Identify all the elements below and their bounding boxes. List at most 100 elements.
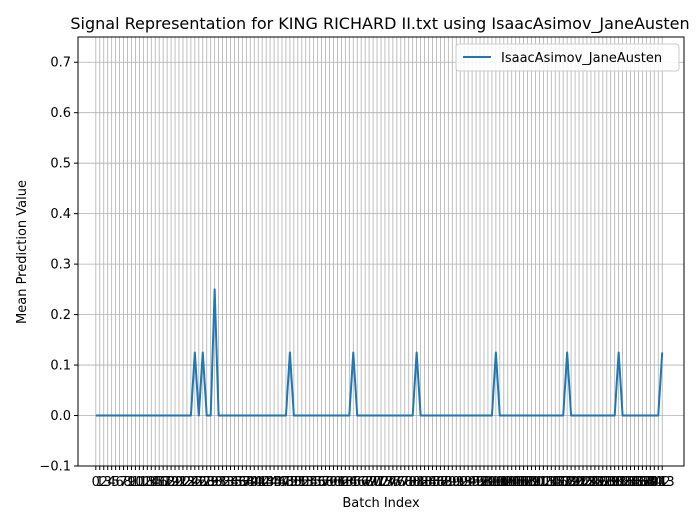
x-tick-label: 92: [452, 475, 469, 490]
x-tick-label: 34: [222, 475, 239, 490]
x-tick-label: 131: [602, 475, 627, 490]
series-layer: [95, 288, 664, 417]
x-tick-label: 80: [404, 475, 421, 490]
y-tick-label: 0.3: [50, 258, 71, 273]
x-tick-label: 19: [163, 475, 180, 490]
x-tick-label: 83: [416, 475, 433, 490]
legend-box: [455, 43, 680, 72]
x-tick-label: 24: [183, 475, 200, 490]
x-tick-label: 60: [325, 475, 342, 490]
x-tick-label: 132: [606, 475, 631, 490]
x-tick-label: 141: [642, 475, 667, 490]
x-tick-label: 2: [100, 475, 108, 490]
x-tick-label: 89: [440, 475, 457, 490]
x-tick-label: 7: [119, 475, 127, 490]
x-tick-label: 31: [210, 475, 227, 490]
series-line: [95, 288, 664, 417]
x-tick-label: 79: [400, 475, 417, 490]
x-tick-label: 114: [535, 475, 560, 490]
x-tick-label: 22: [175, 475, 192, 490]
x-tick-label: 143: [650, 475, 675, 490]
x-tick-label: 115: [539, 475, 564, 490]
x-tick-label: 85: [424, 475, 441, 490]
x-tick-label: 47: [274, 475, 291, 490]
x-tick-label: 73: [377, 475, 394, 490]
x-tick-label: 120: [559, 475, 584, 490]
x-tick-label: 18: [159, 475, 176, 490]
x-tick-label: 57: [313, 475, 330, 490]
x-tick-label: 133: [610, 475, 635, 490]
legend: IsaacAsimov_JaneAusten: [455, 43, 680, 72]
x-tick-label: 50: [286, 475, 303, 490]
x-tick-label: 98: [476, 475, 493, 490]
x-tick-label: 72: [373, 475, 390, 490]
x-tick-label: 9: [127, 475, 135, 490]
x-tick-label: 20: [167, 475, 184, 490]
x-tick-label: 5: [111, 475, 119, 490]
x-tick-label: 108: [511, 475, 536, 490]
x-tick-label: 93: [456, 475, 473, 490]
x-tick-label: 8: [123, 475, 131, 490]
y-tick-label: 0.0: [50, 409, 71, 424]
y-axis: −0.1 0.0 0.1 0.2 0.3 0.4 0.5 0.6 0.7: [39, 56, 78, 475]
x-tick-label: 128: [590, 475, 615, 490]
x-tick-label: 41: [250, 475, 267, 490]
x-tick-label: 58: [317, 475, 334, 490]
x-tick-label: 4: [108, 475, 116, 490]
x-tick-label: 109: [515, 475, 540, 490]
x-tick-label: 129: [594, 475, 619, 490]
x-tick-label: 103: [491, 475, 516, 490]
x-tick-label: 124: [575, 475, 600, 490]
x-tick-label: 95: [464, 475, 481, 490]
x-tick-label: 139: [634, 475, 659, 490]
x-tick-label: 39: [242, 475, 259, 490]
x-tick-label: 12: [135, 475, 152, 490]
x-tick-label: 75: [385, 475, 402, 490]
x-tick-label: 106: [503, 475, 528, 490]
x-tick-label: 142: [646, 475, 671, 490]
x-tick-label: 138: [630, 475, 655, 490]
x-tick-label: 45: [266, 475, 283, 490]
x-tick-label: 11: [131, 475, 148, 490]
x-tick-label: 51: [290, 475, 307, 490]
x-tick-label: 119: [555, 475, 580, 490]
x-tick-label: 74: [381, 475, 398, 490]
y-tick-label: 0.1: [50, 359, 71, 374]
x-tick-label: 52: [294, 475, 311, 490]
x-tick-label: 68: [357, 475, 374, 490]
x-tick-label: 63: [337, 475, 354, 490]
x-tick-label: 36: [230, 475, 247, 490]
x-tick-label: 35: [226, 475, 243, 490]
x-tick-label: 53: [297, 475, 314, 490]
x-tick-label: 97: [472, 475, 489, 490]
x-tick-label: 116: [543, 475, 568, 490]
x-tick-label: 28: [198, 475, 215, 490]
x-tick-label: 99: [480, 475, 497, 490]
x-axis-label: Batch Index: [342, 496, 420, 511]
x-tick-label: 26: [191, 475, 208, 490]
x-tick-label: 94: [460, 475, 477, 490]
x-tick-label: 135: [618, 475, 643, 490]
x-tick-label: 71: [369, 475, 386, 490]
y-axis-label: Mean Prediction Value: [15, 180, 30, 324]
x-tick-label: 110: [519, 475, 544, 490]
x-tick-label: 87: [432, 475, 449, 490]
x-tick-label: 1: [96, 475, 104, 490]
x-tick-label: 25: [187, 475, 204, 490]
x-tick-label: 84: [420, 475, 437, 490]
x-tick-label: 32: [214, 475, 231, 490]
x-tick-label: 101: [483, 475, 508, 490]
x-tick-label: 62: [333, 475, 350, 490]
x-tick-label: 76: [389, 475, 406, 490]
x-tick-label: 44: [262, 475, 279, 490]
x-tick-label: 77: [393, 475, 410, 490]
x-tick-label: 13: [139, 475, 156, 490]
x-tick-label: 49: [282, 475, 299, 490]
x-tick-label: 48: [278, 475, 295, 490]
x-tick-label: 6: [115, 475, 123, 490]
y-tick-label: −0.1: [39, 460, 71, 475]
x-tick-label: 37: [234, 475, 251, 490]
x-tick-label: 86: [428, 475, 445, 490]
x-tick-label: 100: [479, 475, 504, 490]
